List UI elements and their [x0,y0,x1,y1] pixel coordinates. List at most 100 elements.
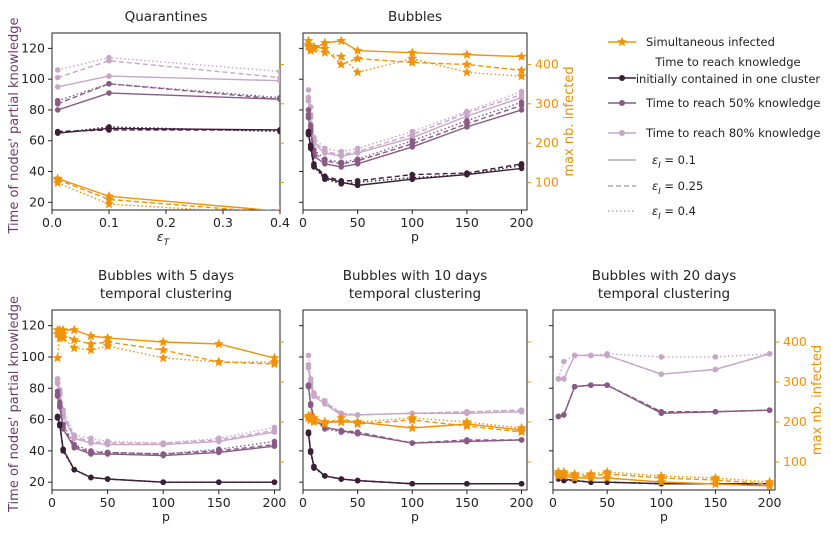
legend-item: εI = 0.25 [608,179,703,197]
data-point-c50 [104,449,111,456]
x-axis-label: p [660,509,668,524]
data-point-c50 [71,441,78,448]
sim-infected-point [407,47,418,57]
y-tick-label: 20 [29,194,45,209]
sim-infected-point [656,476,667,487]
x-tick-label: 200 [263,495,287,510]
data-point-c1 [54,415,61,421]
data-point-c80 [305,94,312,101]
sim-infected-point [279,209,280,210]
data-point-c80 [305,87,312,93]
series-line-c80-solid [307,367,522,416]
data-point-c80 [160,440,167,446]
y-tick-label: 80 [29,102,45,117]
data-point-c80 [588,352,594,359]
data-point-c80 [464,108,470,115]
x-tick-label: 100 [400,495,424,510]
data-point-c1 [104,476,111,482]
x-tick-label: 0.0 [42,215,62,230]
x-tick-label: 0.2 [156,215,176,230]
data-point-c1 [305,430,312,437]
data-point-c50 [561,412,567,418]
y-tick-label: 120 [21,318,45,333]
data-point-c80 [604,351,610,357]
data-point-c50 [322,156,328,163]
series-line-c1-dotted [56,417,275,483]
right-y-tick-label: 200 [535,135,559,150]
legend-label: initially contained in one cluster [636,72,821,86]
data-point-c50 [216,446,222,453]
data-point-c1 [271,479,278,485]
sim-infected-point [158,344,169,355]
x-tick-label: 50 [350,495,366,510]
data-point-c50 [712,408,719,415]
data-point-c80 [88,435,94,442]
y-tick-label: 40 [29,164,45,179]
data-point-c1 [338,476,345,482]
series-line-c1-dotted [57,126,280,134]
sim-infected-point [585,468,596,479]
data-point-c1 [106,124,112,130]
data-point-c80 [322,145,328,152]
series-line-c50-dashed [57,83,280,105]
data-point-c1 [464,171,470,178]
data-point-c50 [160,451,167,457]
right-y-tick-label: 100 [535,174,559,189]
legend-label: Time to reach knowledge [654,55,800,69]
data-point-c1 [277,128,280,135]
data-point-c80 [307,376,314,382]
data-point-c80 [216,435,222,442]
data-point-c80 [54,376,61,382]
data-point-c1 [518,162,525,169]
sim-infected-point [710,472,721,483]
left-y-axis-label: Time of nodes' partial knowledge [7,296,22,513]
chart-panel-5: Bubbles with 20 days temporal clustering 0… [549,268,825,524]
data-point-c1 [409,174,416,181]
x-tick-label: 0.4 [270,215,290,230]
x-tick-label: 50 [350,215,366,230]
sim-infected-point [308,414,319,425]
sim-infected-point [516,51,527,61]
sim-infected-point [602,472,613,483]
sim-infected-point [319,416,330,427]
plot-area [52,54,280,210]
legend-item: Simultaneous infected [608,35,775,49]
data-point-c80 [338,148,345,155]
y-tick-label: 100 [21,349,45,364]
data-point-c50 [54,107,61,113]
data-point-c80 [658,371,665,377]
x-tick-label: 100 [649,495,673,510]
sim-infected-point [461,49,472,59]
data-point-c80 [518,88,525,95]
sim-infected-point [58,332,69,343]
y-tick-label: 100 [21,71,45,86]
plot-frame [552,309,776,491]
x-tick-label: 100 [400,215,424,230]
data-point-c80 [311,390,317,396]
plot-area [553,351,775,490]
right-y-tick-label: 200 [783,414,807,429]
data-point-c80 [277,74,280,81]
series-line-c80-solid [57,75,280,88]
data-point-c50 [604,382,610,388]
data-point-c1 [56,423,63,429]
sim-infected-point [764,476,775,487]
y-tick-label: 80 [29,380,45,395]
sim-infected-point [336,51,347,61]
data-point-c80 [464,408,470,415]
right-y-axis-label: max nb. infected [810,345,825,455]
data-point-c50 [555,413,562,420]
data-point-c80 [277,68,280,75]
data-point-c80 [561,358,567,365]
data-point-c80 [106,54,112,61]
sim-infected-point [54,326,65,337]
chart-panel-3: Bubbles with 5 days temporal clustering 0 5… [7,268,286,524]
x-tick-label: 200 [758,495,782,510]
chart-title: Bubbles with 5 days [98,268,234,284]
sim-infected-point [69,334,80,345]
data-point-c50 [305,107,312,113]
sim-infected-point [461,59,472,69]
data-point-c50 [766,407,773,413]
legend-circle-marker [619,130,625,136]
